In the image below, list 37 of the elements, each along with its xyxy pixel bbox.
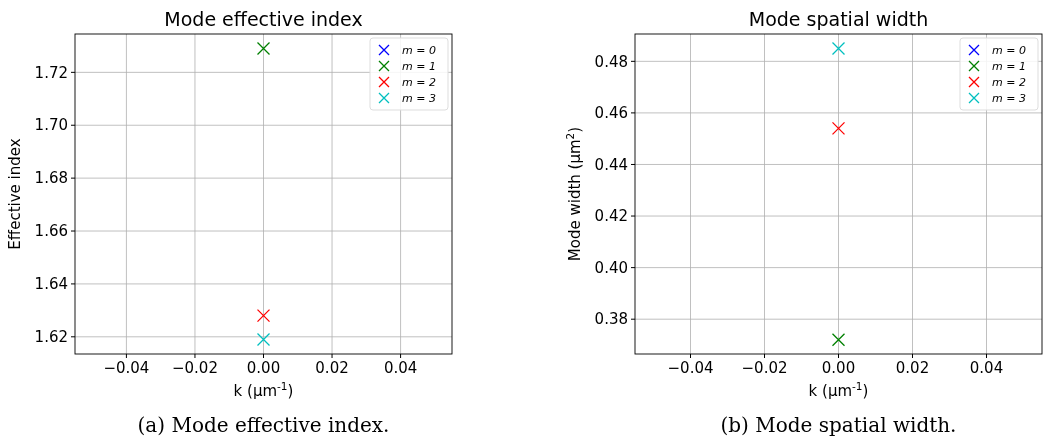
y-tick-label: 1.72: [34, 63, 68, 82]
chart-title: Mode spatial width: [748, 8, 929, 30]
y-tick-label: 1.62: [34, 328, 68, 347]
y-tick-label: 0.48: [594, 52, 628, 71]
x-axis-title: k (μm$^{-1}$): [233, 380, 294, 400]
legend-label: m = 1: [402, 59, 436, 73]
x-tick-label: 0.00: [246, 359, 281, 377]
text: (a) Mode effective index.: [137, 413, 390, 437]
legend-label: m = 0: [992, 43, 1026, 57]
y-tick-label: 0.38: [594, 310, 628, 329]
chart-title: Mode effective index: [164, 8, 363, 30]
legend-label: m = 0: [402, 43, 436, 57]
legend-label: m = 3: [992, 91, 1026, 105]
y-axis-title: Effective index: [6, 138, 24, 250]
x-tick-label: 0.02: [315, 359, 349, 377]
y-tick-label: 0.46: [594, 104, 628, 123]
x-tick-label: 0.02: [895, 359, 930, 377]
x-tick-label: 0.00: [821, 359, 856, 377]
y-tick-label: 0.40: [594, 258, 628, 277]
legend-label: m = 1: [992, 59, 1026, 73]
y-tick-label: 1.66: [34, 222, 68, 241]
x-tick-label: −0.04: [103, 359, 150, 377]
x-tick-label: 0.04: [969, 359, 1004, 377]
x-tick-label: −0.04: [667, 359, 714, 377]
y-tick-label: 1.70: [34, 116, 68, 135]
x-tick-label: −0.02: [741, 359, 788, 377]
x-axis-title: k (μm$^{-1}$): [808, 380, 869, 400]
y-tick-label: 0.44: [594, 155, 628, 174]
text: (b) Mode spatial width.: [720, 413, 957, 437]
legend-label: m = 2: [402, 75, 436, 89]
legend-label: m = 3: [402, 91, 436, 105]
legend-label: m = 2: [992, 75, 1026, 89]
x-tick-label: −0.02: [171, 359, 218, 377]
y-tick-label: 1.64: [34, 275, 68, 294]
x-tick-label: 0.04: [383, 359, 418, 377]
y-tick-label: 0.42: [594, 207, 628, 226]
y-tick-label: 1.68: [34, 169, 68, 188]
